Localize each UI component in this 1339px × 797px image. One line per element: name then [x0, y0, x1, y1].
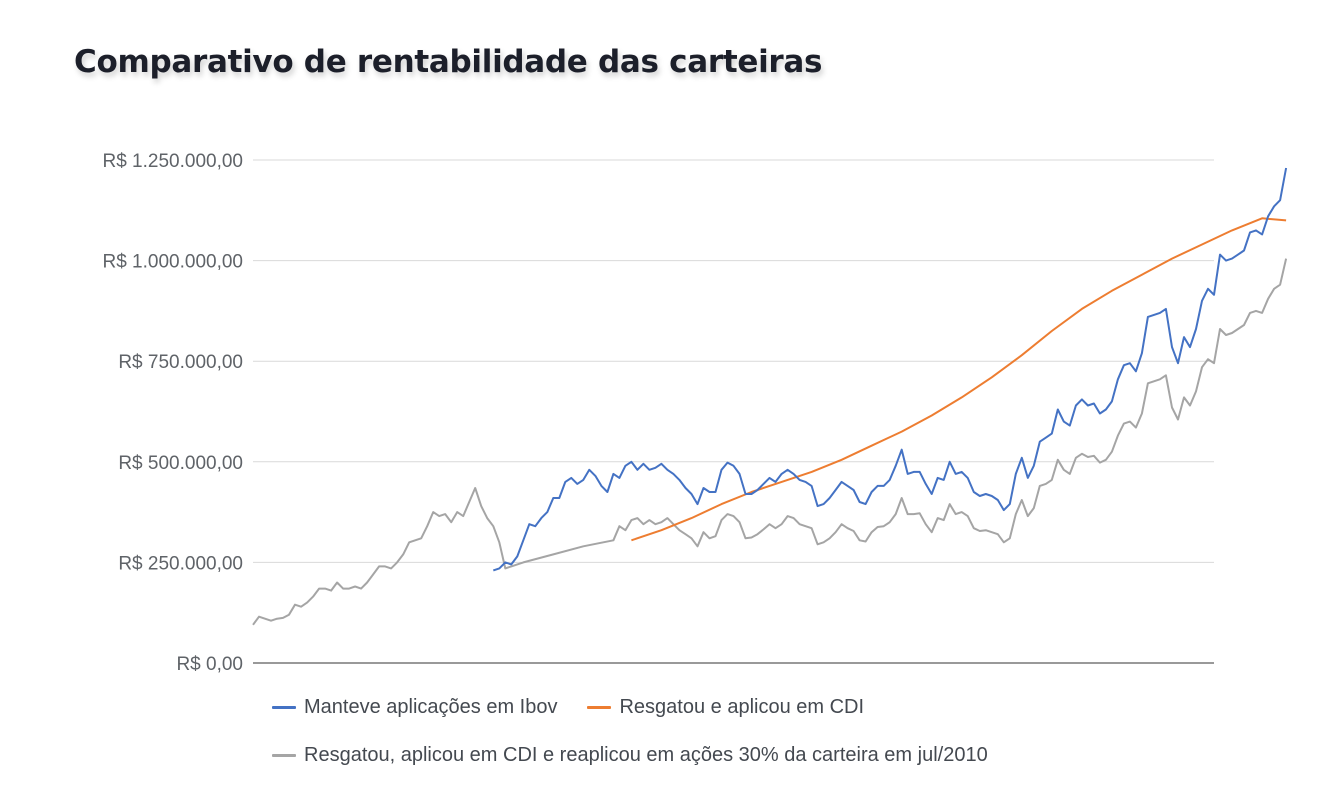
legend-item-cdi-acoes: Resgatou, aplicou em CDI e reaplicou em … — [272, 744, 988, 767]
legend-row-2: Resgatou, aplicou em CDI e reaplicou em … — [272, 738, 1018, 772]
legend-label-ibov: Manteve aplicações em Ibov — [304, 695, 558, 718]
gridlines — [253, 159, 1214, 563]
chart-title: Comparativo de rentabilidade das carteir… — [74, 44, 823, 80]
series-line-2 — [252, 258, 1288, 626]
y-tick-label: R$ 0,00 — [176, 654, 243, 675]
legend-row-1: Manteve aplicações em Ibov Resgatou e ap… — [272, 690, 1018, 724]
y-tick-label: R$ 250.000,00 — [118, 553, 243, 574]
legend: Manteve aplicações em Ibov Resgatou e ap… — [272, 690, 1018, 772]
y-tick-label: R$ 750.000,00 — [118, 352, 243, 373]
legend-swatch-cdi — [587, 705, 612, 709]
legend-swatch-ibov — [272, 705, 296, 709]
legend-label-cdi-acoes: Resgatou, aplicou em CDI e reaplicou em … — [304, 743, 988, 766]
y-axis-ticks: R$ 0,00 R$ 250.000,00 R$ 500.000,00 R$ 750.… — [102, 151, 243, 675]
legend-item-cdi: Resgatou e aplicou em CDI — [587, 696, 864, 719]
y-tick-label: R$ 1.250.000,00 — [102, 151, 243, 172]
y-tick-label: R$ 1.000.000,00 — [102, 252, 243, 273]
legend-swatch-cdi-acoes — [272, 753, 296, 757]
legend-label-cdi: Resgatou e aplicou em CDI — [619, 695, 865, 718]
series-lines — [252, 167, 1288, 626]
y-tick-label: R$ 500.000,00 — [118, 453, 243, 474]
legend-item-ibov: Manteve aplicações em Ibov — [272, 696, 557, 719]
series-line-1 — [631, 217, 1287, 542]
series-line-0 — [492, 167, 1288, 572]
